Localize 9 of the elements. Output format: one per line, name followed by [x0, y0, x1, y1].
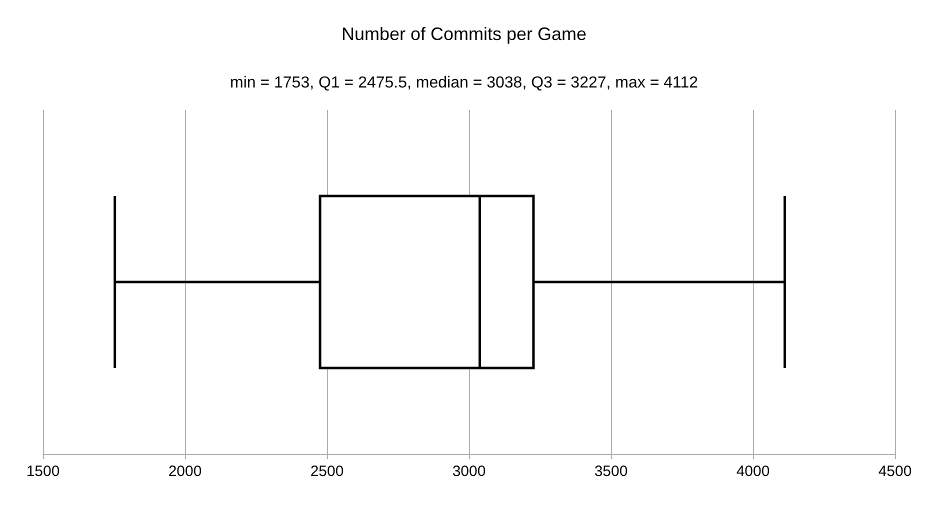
x-tick-label: 2500	[310, 463, 344, 480]
x-tick-label: 4500	[878, 463, 912, 480]
x-tick-label: 3500	[594, 463, 628, 480]
x-tick-label: 1500	[26, 463, 60, 480]
x-tick-label: 2000	[168, 463, 202, 480]
chart-title: Number of Commits per Game	[341, 24, 587, 44]
chart-subtitle: min = 1753, Q1 = 2475.5, median = 3038, Q3 = 3227, max = 4112	[230, 74, 698, 92]
x-tick-label: 4000	[736, 463, 770, 480]
x-tick-label: 3000	[452, 463, 486, 480]
